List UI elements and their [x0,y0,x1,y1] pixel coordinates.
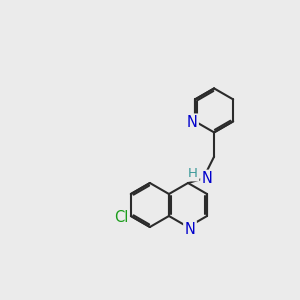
Text: Cl: Cl [114,209,128,224]
Text: N: N [184,221,195,236]
Text: H: H [188,167,198,180]
Text: N: N [187,115,197,130]
Text: N: N [202,171,212,186]
